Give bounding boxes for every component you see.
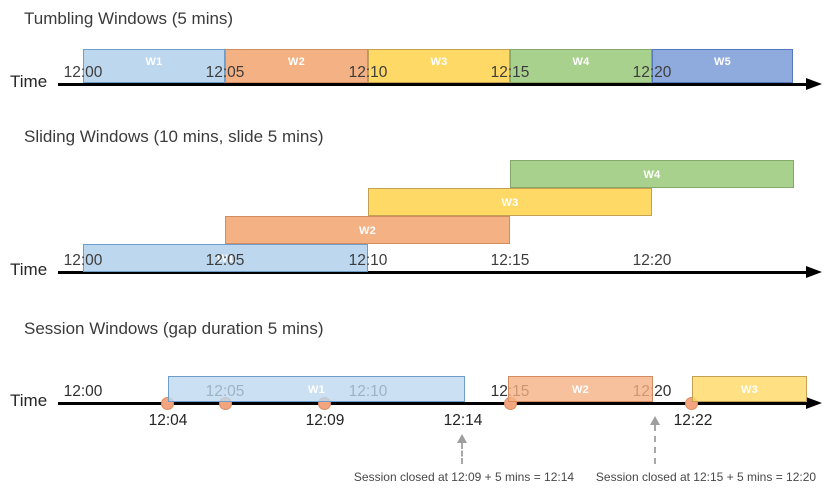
tick-label: 12:05 [205, 64, 245, 81]
window-label: W3 [501, 197, 519, 209]
window-bar-w2: W2 [225, 49, 368, 83]
tick-label: 12:20 [632, 64, 672, 81]
annotation-arrow-line [654, 425, 656, 464]
window-bar-w2: W2 [225, 216, 510, 244]
time-axis-label: Time [10, 391, 48, 410]
window-label: W2 [358, 225, 377, 237]
axis-arrowhead-icon [806, 397, 822, 409]
section-title-tumbling: Tumbling Windows (5 mins) [24, 9, 234, 28]
window-label: W4 [572, 56, 590, 68]
window-bar-w5: W5 [652, 49, 793, 83]
window-bar-w4: W4 [510, 160, 794, 188]
window-label: W3 [430, 56, 448, 68]
axis-arrowhead-icon [806, 78, 822, 90]
annotation-arrow-icon [457, 434, 467, 443]
annotation-arrow-line [461, 443, 463, 464]
tick-label: 12:20 [632, 252, 672, 269]
event-time-label: 12:14 [443, 412, 483, 429]
tick-label: 12:00 [63, 64, 103, 81]
tick-label: 12:15 [490, 64, 530, 81]
window-bar-w1: W1 [168, 376, 465, 402]
tick-label: 12:00 [63, 252, 103, 269]
window-bar-w1: W1 [83, 49, 225, 83]
event-time-label: 12:04 [148, 412, 188, 429]
window-label: W1 [216, 253, 235, 265]
time-axis [58, 402, 808, 405]
window-bar-w3: W3 [368, 49, 510, 83]
tick-label: 12:00 [63, 383, 103, 400]
time-axis [58, 83, 808, 86]
window-bar-w2: W2 [508, 376, 653, 402]
section-title-session: Session Windows (gap duration 5 mins) [24, 319, 324, 338]
annotation-text: Session closed at 12:09 + 5 mins = 12:14 [353, 470, 575, 484]
annotation-arrow-icon [650, 416, 660, 425]
window-label: W3 [740, 384, 759, 396]
section-title-sliding: Sliding Windows (10 mins, slide 5 mins) [24, 127, 324, 146]
window-label: W1 [145, 56, 163, 68]
event-time-label: 12:22 [673, 412, 713, 429]
event-time-label: 12:09 [305, 412, 345, 429]
time-axis-label: Time [10, 260, 48, 279]
time-axis-label: Time [10, 72, 48, 91]
window-bar-w3: W3 [692, 376, 807, 402]
tick-label: 12:05 [205, 252, 245, 269]
time-axis [58, 271, 808, 274]
window-bar-w4: W4 [510, 49, 652, 83]
window-label: W2 [571, 384, 590, 396]
window-label: W5 [713, 56, 732, 68]
window-label: W2 [287, 56, 306, 68]
tick-label: 12:10 [348, 64, 388, 81]
window-bar-w3: W3 [368, 188, 652, 216]
annotation-text: Session closed at 12:15 + 5 mins = 12:20 [595, 470, 817, 484]
tick-label: 12:10 [348, 252, 388, 269]
window-bar-w1: W1 [83, 244, 368, 272]
axis-arrowhead-icon [806, 266, 822, 278]
tick-label: 12:15 [490, 252, 530, 269]
window-label: W4 [643, 169, 661, 181]
window-label: W1 [307, 384, 326, 396]
